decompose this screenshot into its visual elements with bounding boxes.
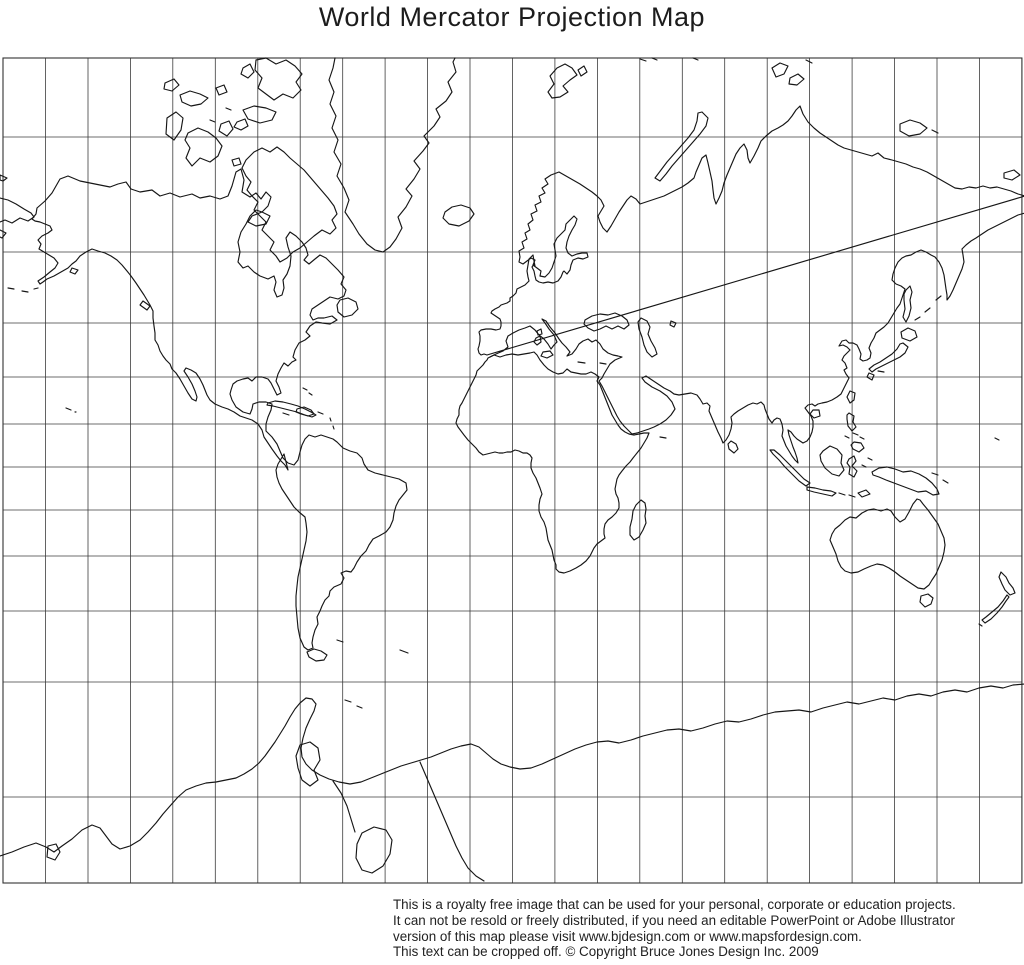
timor-outline — [857, 489, 871, 498]
new-guinea-outline — [871, 466, 940, 496]
map-border — [2, 57, 1023, 884]
moluccas-specks — [861, 457, 873, 468]
chukotka-left-fragment — [0, 197, 35, 239]
southampton-island — [247, 211, 271, 227]
kyushu-shikoku — [866, 370, 885, 381]
franz-josef-specks — [639, 57, 699, 62]
americas-outline — [31, 168, 408, 651]
africa-outline — [455, 351, 650, 574]
copyright-line-4: This text can be cropped off. © Copyrigh… — [393, 944, 819, 960]
madagascar-outline — [629, 499, 647, 541]
bathurst-island — [215, 84, 228, 96]
ellesmere-island — [254, 57, 303, 101]
new-siberian-islands — [899, 119, 939, 137]
sicily-outline — [540, 350, 554, 359]
hispaniola-outline — [295, 406, 315, 417]
aleutian-islands — [7, 287, 39, 293]
copyright-line-1: This is a royalty free image that can be… — [393, 897, 956, 912]
prince-patrick-island — [163, 78, 180, 92]
philippine-specks — [844, 432, 865, 440]
newfoundland-outline — [336, 297, 359, 318]
wrangel-island — [0, 169, 1021, 182]
hokkaido-outline — [900, 327, 918, 342]
tasmania-outline — [919, 593, 934, 608]
tierra-del-fuego — [306, 648, 328, 662]
severnaya-zemlya — [771, 59, 813, 86]
aral-sea — [669, 320, 677, 328]
hainan-outline — [809, 409, 821, 419]
page-title: World Mercator Projection Map — [318, 2, 706, 32]
somerset-island — [233, 118, 249, 131]
prince-of-wales-island — [218, 120, 234, 137]
crete-cyprus-dashes — [577, 361, 607, 365]
king-william-island — [231, 157, 242, 167]
coastline-outlines — [0, 57, 1024, 882]
borneo-outline — [819, 445, 845, 477]
axel-heiberg-island — [240, 63, 255, 79]
copyright-line-3: version of this map please visit www.bjd… — [393, 928, 862, 944]
pacific-speck — [994, 437, 1000, 441]
falklands-dash — [336, 639, 409, 654]
svalbard-outline — [547, 63, 588, 99]
sumatra-outline — [769, 449, 811, 487]
bismarck-dashes — [931, 472, 949, 484]
alexander-island — [295, 741, 321, 787]
java-outline — [806, 486, 837, 497]
eurasia-outline — [477, 105, 1024, 464]
lesser-sunda-dashes — [838, 492, 856, 498]
arctic-specks — [209, 107, 232, 123]
taiwan-outline — [846, 390, 856, 404]
hawaii-speck — [65, 407, 77, 413]
sri-lanka-outline — [727, 440, 739, 454]
vancouver-island-outline — [139, 300, 151, 311]
black-sea-outline — [583, 312, 630, 332]
kuril-dashes — [914, 295, 942, 321]
novaya-zemlya-outline — [654, 111, 709, 182]
sakhalin-outline — [902, 285, 913, 323]
antarctic-small-islands — [46, 699, 363, 861]
devon-island — [242, 105, 277, 124]
socotra-dash — [659, 436, 667, 439]
copyright-line-2: It can not be resold or freely distribut… — [393, 912, 955, 928]
nz-south-island — [978, 594, 1010, 627]
mindanao-outline — [850, 441, 865, 453]
melville-island — [179, 90, 209, 107]
iceland-outline — [442, 204, 475, 227]
sulawesi-outline — [846, 455, 858, 478]
banks-island — [165, 111, 184, 141]
australia-outline — [829, 498, 946, 590]
baffin-island — [241, 146, 338, 263]
luzon-outline — [846, 412, 857, 432]
antarctica-weddell-coast — [332, 761, 485, 882]
kodiak-island — [69, 267, 79, 275]
cuba-outline — [266, 400, 317, 418]
sardinia-corsica — [533, 328, 543, 346]
antarctica-outline — [0, 683, 1024, 857]
greenland-outline — [328, 57, 457, 253]
victoria-island — [184, 127, 223, 167]
nz-north-island — [998, 571, 1016, 596]
caribbean-specks — [282, 387, 335, 430]
honshu-outline — [868, 342, 909, 373]
berkner-island — [355, 826, 393, 874]
graticule-grid — [2, 57, 1023, 884]
copyright-text-block: This is a royalty free image that can be… — [393, 897, 1024, 960]
caspian-sea-outline — [637, 317, 658, 358]
